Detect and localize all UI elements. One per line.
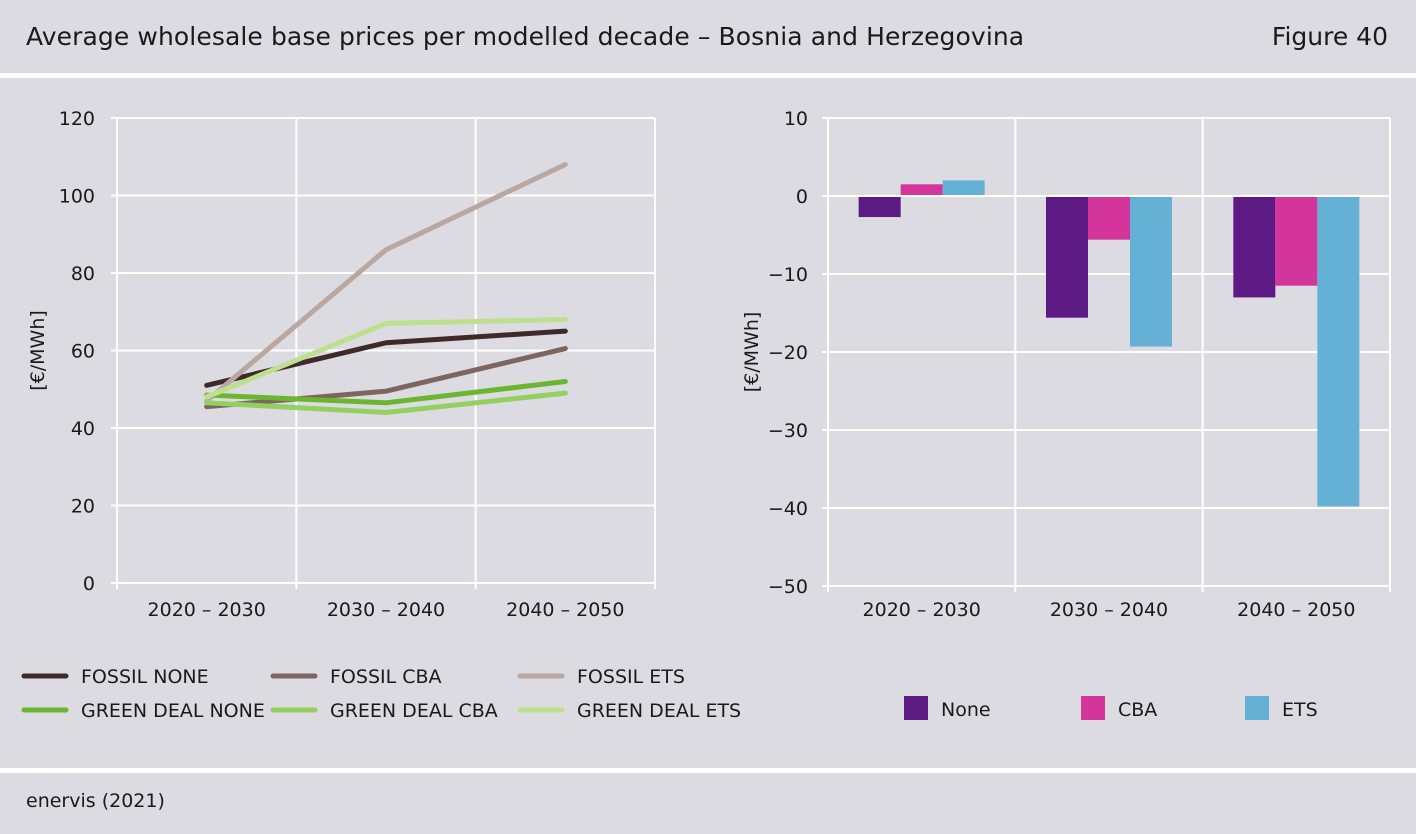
bar: [1046, 196, 1088, 318]
bar: [942, 180, 985, 196]
line-y-tick-label: 80: [71, 263, 95, 285]
bottom-divider: [0, 768, 1416, 773]
legend-label: FOSSIL CBA: [330, 666, 442, 688]
line-y-tick-label: 60: [71, 341, 95, 363]
bar-y-tick-label: −30: [768, 420, 808, 442]
bar-y-axis-label: [€/MWh]: [741, 312, 763, 393]
bar-y-tick-label: 0: [796, 186, 808, 208]
chart-title: Average wholesale base prices per modell…: [26, 22, 1025, 51]
source-note: enervis (2021): [26, 790, 165, 812]
bar-y-tick-label: −50: [768, 576, 808, 598]
line-y-tick-label: 100: [59, 186, 95, 208]
series-line: [204, 346, 568, 410]
line-x-tick-label: 2040 – 2050: [506, 599, 624, 621]
series-line: [204, 317, 568, 400]
legend-swatch: [1081, 696, 1105, 720]
series-line: [204, 379, 568, 406]
legend-swatch: [904, 696, 928, 720]
bar: [858, 196, 901, 218]
top-divider: [0, 73, 1416, 78]
legend-label: CBA: [1118, 699, 1157, 721]
bar-x-tick-label: 2020 – 2030: [863, 599, 981, 621]
legend-label: GREEN DEAL NONE: [81, 700, 265, 722]
bar: [1088, 196, 1130, 240]
series-line: [204, 390, 568, 415]
legend-label: FOSSIL NONE: [81, 666, 209, 688]
figure-number: Figure 40: [1271, 22, 1388, 51]
line-y-tick-label: 120: [59, 108, 95, 130]
bar: [1317, 196, 1360, 507]
bar-y-tick-label: −40: [768, 498, 808, 520]
line-y-axis-label: [€/MWh]: [27, 310, 49, 391]
series-line: [204, 162, 568, 404]
bar: [1275, 196, 1318, 286]
line-y-tick-label: 20: [71, 496, 95, 518]
legend-swatch: [1245, 696, 1269, 720]
legend-label: FOSSIL ETS: [577, 666, 685, 688]
bar: [1233, 196, 1276, 298]
line-y-tick-label: 0: [83, 573, 95, 595]
line-x-tick-label: 2030 – 2040: [327, 599, 445, 621]
bar-x-tick-label: 2040 – 2050: [1237, 599, 1355, 621]
legend-label: ETS: [1282, 699, 1318, 721]
bar-x-tick-label: 2030 – 2040: [1050, 599, 1168, 621]
bar: [900, 184, 943, 196]
bar: [1130, 196, 1172, 347]
line-x-tick-label: 2020 – 2030: [148, 599, 266, 621]
legend-label: GREEN DEAL ETS: [577, 700, 741, 722]
legend-label: GREEN DEAL CBA: [330, 700, 498, 722]
bar-chart: −50 −40 −30 −20 −10 0 10 2020 – 2030 2030 – 2040…: [741, 108, 1391, 721]
bar-y-tick-label: −10: [768, 264, 808, 286]
legend-label: None: [941, 699, 991, 721]
bar-y-tick-label: −20: [768, 342, 808, 364]
line-y-tick-label: 40: [71, 418, 95, 440]
bar-y-tick-label: 10: [784, 108, 808, 130]
line-chart: 0 20 40 60 80 100 120 2020 – 2030 2030 – 2040 204…: [21, 108, 741, 722]
